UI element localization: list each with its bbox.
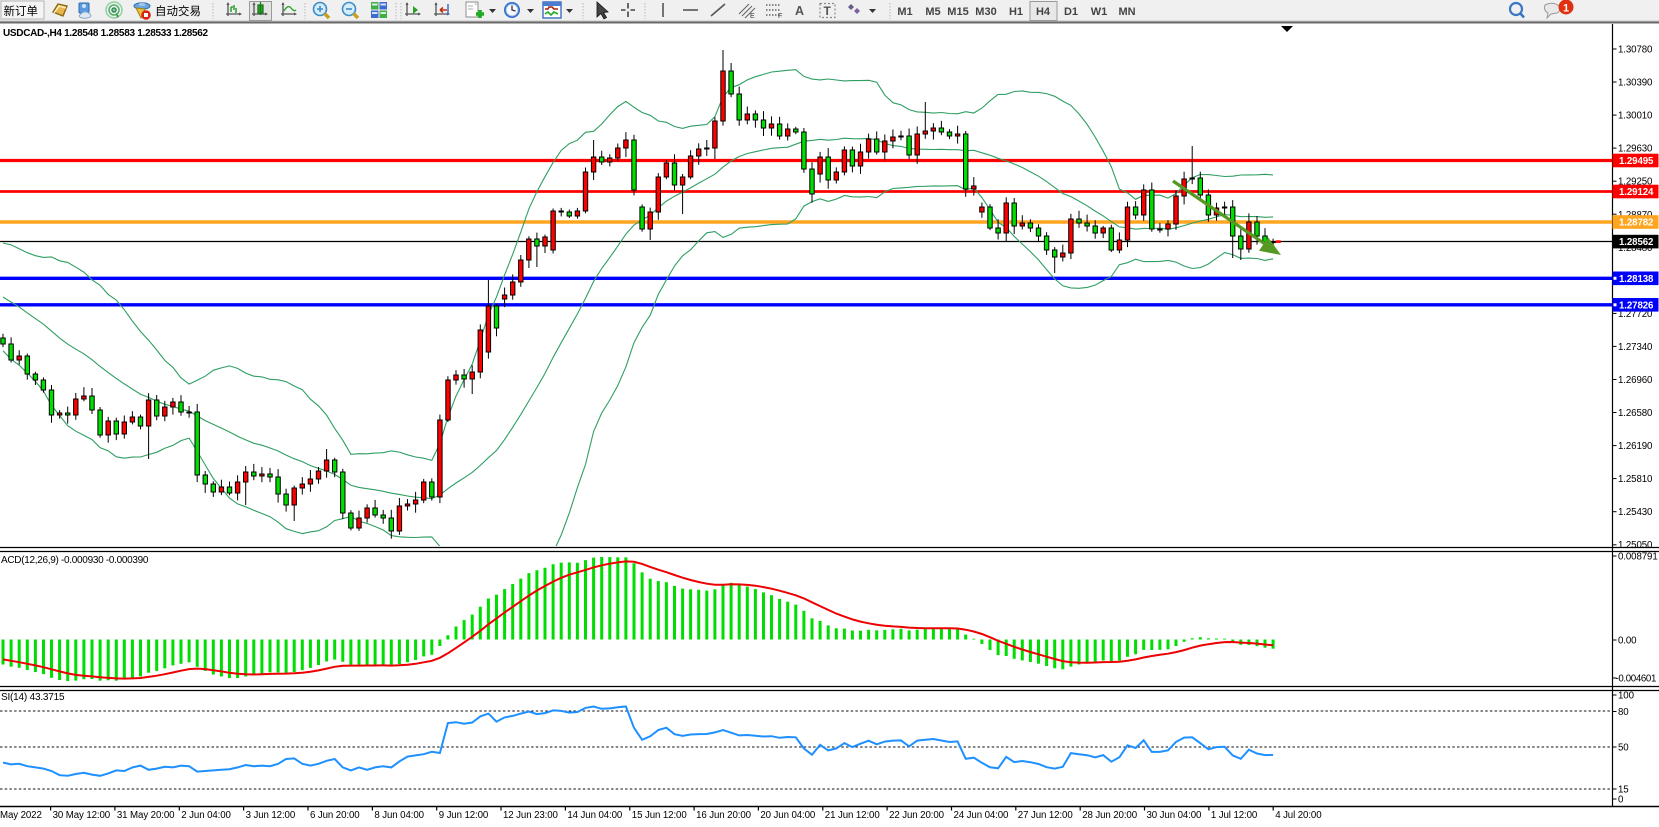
svg-text:30 May 12:00: 30 May 12:00 [53, 810, 111, 821]
svg-text:20 Jun 04:00: 20 Jun 04:00 [760, 810, 816, 821]
svg-text:1.28782: 1.28782 [1619, 218, 1653, 229]
svg-text:2 Jun 04:00: 2 Jun 04:00 [181, 810, 231, 821]
svg-text:1.29495: 1.29495 [1619, 156, 1654, 167]
svg-text:100: 100 [1618, 691, 1635, 702]
svg-text:1.25430: 1.25430 [1618, 507, 1653, 518]
svg-text:1.30010: 1.30010 [1618, 111, 1653, 122]
svg-text:30 Jun 04:00: 30 Jun 04:00 [1147, 810, 1203, 821]
svg-text:1.30390: 1.30390 [1618, 78, 1653, 89]
svg-text:F: F [778, 13, 782, 20]
svg-text:1.29630: 1.29630 [1618, 144, 1653, 155]
svg-text:9 Jun 12:00: 9 Jun 12:00 [439, 810, 489, 821]
svg-text:E: E [750, 13, 755, 20]
svg-text:15: 15 [1618, 785, 1629, 796]
svg-text:4 Jul 20:00: 4 Jul 20:00 [1275, 810, 1322, 821]
svg-text:0.008791: 0.008791 [1618, 552, 1658, 563]
svg-text:D1: D1 [1064, 6, 1078, 18]
svg-text:8 Jun 04:00: 8 Jun 04:00 [374, 810, 424, 821]
svg-text:3 Jun 12:00: 3 Jun 12:00 [246, 810, 296, 821]
svg-text:0.00: 0.00 [1618, 636, 1637, 647]
svg-text:14 Jun 04:00: 14 Jun 04:00 [567, 810, 623, 821]
svg-text:新订单: 新订单 [4, 4, 39, 18]
svg-text:USDCAD-,H4 1.28548 1.28583 1.: USDCAD-,H4 1.28548 1.28583 1.28533 1.285… [3, 28, 209, 39]
svg-text:50: 50 [1618, 743, 1629, 754]
svg-text:1.30780: 1.30780 [1618, 45, 1653, 56]
svg-text:M1: M1 [897, 6, 912, 18]
svg-text:1.26190: 1.26190 [1618, 441, 1653, 452]
svg-text:H1: H1 [1009, 6, 1023, 18]
svg-text:27 Jun 12:00: 27 Jun 12:00 [1018, 810, 1074, 821]
svg-text:21 Jun 12:00: 21 Jun 12:00 [825, 810, 881, 821]
svg-text:W1: W1 [1091, 6, 1108, 18]
svg-text:A: A [795, 4, 804, 18]
svg-text:自动交易: 自动交易 [155, 4, 201, 18]
svg-text:1 Jul 12:00: 1 Jul 12:00 [1211, 810, 1258, 821]
svg-text:1.27720: 1.27720 [1618, 309, 1653, 320]
svg-text:28 Jun 20:00: 28 Jun 20:00 [1082, 810, 1138, 821]
svg-text:-0.004601: -0.004601 [1616, 674, 1656, 685]
svg-text:1.29124: 1.29124 [1619, 187, 1654, 198]
svg-text:M30: M30 [975, 6, 996, 18]
svg-text:1.25050: 1.25050 [1618, 540, 1653, 551]
svg-text:1.27340: 1.27340 [1618, 342, 1653, 353]
svg-text:12 Jun 23:00: 12 Jun 23:00 [503, 810, 559, 821]
svg-text:31 May 20:00: 31 May 20:00 [117, 810, 175, 821]
svg-text:16 Jun 20:00: 16 Jun 20:00 [696, 810, 752, 821]
svg-text:ACD(12,26,9) -0.000930 -0.0003: ACD(12,26,9) -0.000930 -0.000390 [1, 555, 149, 566]
svg-text:T: T [824, 4, 832, 18]
svg-text:M5: M5 [925, 6, 940, 18]
svg-text:May 2022: May 2022 [0, 810, 42, 821]
svg-text:6 Jun 20:00: 6 Jun 20:00 [310, 810, 360, 821]
svg-text:80: 80 [1618, 707, 1629, 718]
svg-text:M15: M15 [947, 6, 968, 18]
svg-text:22 Jun 20:00: 22 Jun 20:00 [889, 810, 945, 821]
svg-text:1.27826: 1.27826 [1619, 300, 1654, 311]
svg-text:1: 1 [1563, 3, 1569, 15]
svg-text:MN: MN [1118, 6, 1135, 18]
svg-text:SI(14) 43.3715: SI(14) 43.3715 [1, 692, 65, 703]
svg-text:1.28138: 1.28138 [1619, 274, 1654, 285]
svg-text:15 Jun 12:00: 15 Jun 12:00 [632, 810, 688, 821]
svg-text:1.28562: 1.28562 [1619, 237, 1653, 248]
svg-text:H4: H4 [1036, 6, 1051, 18]
svg-text:1.29250: 1.29250 [1618, 177, 1653, 188]
svg-text:24 Jun 04:00: 24 Jun 04:00 [954, 810, 1010, 821]
svg-text:1.26580: 1.26580 [1618, 408, 1653, 419]
svg-text:1.25810: 1.25810 [1618, 474, 1653, 485]
svg-text:0: 0 [1618, 795, 1624, 806]
svg-text:1.26960: 1.26960 [1618, 375, 1653, 386]
